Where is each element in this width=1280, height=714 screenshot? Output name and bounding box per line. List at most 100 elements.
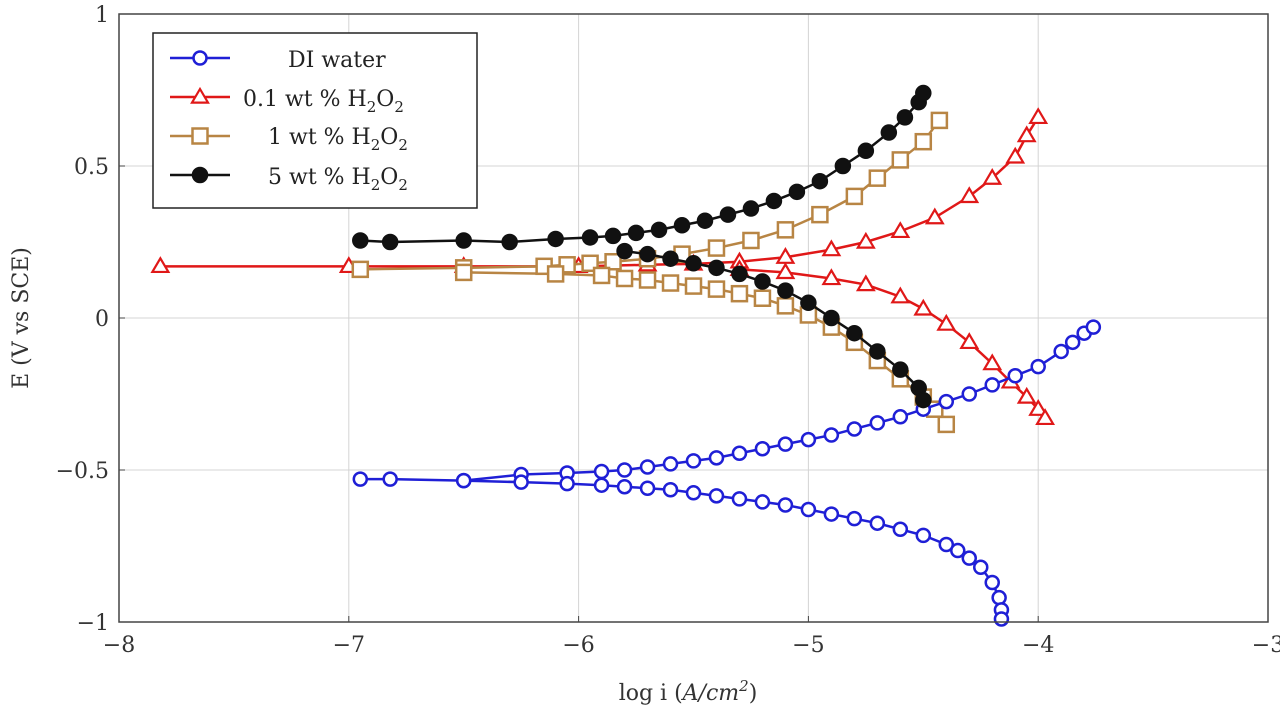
y-tick-label: −1 (77, 611, 109, 636)
data-point (501, 233, 518, 251)
data-point (559, 475, 575, 492)
data-point (639, 459, 656, 475)
data-point (708, 450, 725, 466)
data-point (1005, 146, 1026, 164)
data-point (742, 200, 760, 217)
data-point (351, 260, 370, 279)
data-point (890, 221, 911, 239)
data-point (382, 471, 398, 487)
data-point (776, 297, 795, 315)
data-point (821, 268, 842, 286)
data-point (352, 471, 369, 487)
data-point (1016, 386, 1037, 404)
data-point (627, 224, 645, 242)
data-point (961, 386, 978, 402)
data-point (708, 259, 725, 277)
legend-marker (191, 166, 209, 184)
data-point (823, 309, 840, 327)
series-0 (352, 319, 1102, 627)
y-tick-label: 0 (95, 307, 109, 332)
data-point (869, 515, 886, 531)
data-point (915, 84, 932, 102)
data-point (662, 250, 679, 267)
data-point (892, 521, 909, 538)
data-point (616, 462, 633, 478)
x-tick-label: −4 (1022, 633, 1054, 658)
data-point (788, 183, 806, 201)
data-point (777, 282, 794, 299)
data-point (982, 167, 1003, 185)
data-point (869, 415, 886, 431)
x-axis-title: log i (A/cm2) (619, 677, 758, 706)
x-tick-label: −8 (103, 633, 135, 658)
data-point (661, 274, 680, 292)
data-point (800, 501, 817, 518)
data-point (982, 353, 1003, 371)
data-point (880, 124, 898, 141)
x-tick-label: −7 (333, 633, 365, 658)
data-point (754, 494, 771, 510)
data-point (938, 393, 955, 410)
data-point (800, 294, 817, 312)
data-point (868, 169, 887, 187)
data-point (890, 286, 911, 304)
data-point (707, 280, 726, 298)
y-tick-label: −0.5 (56, 459, 109, 484)
data-point (924, 207, 945, 225)
data-point (593, 477, 610, 493)
data-point (731, 445, 748, 462)
data-point (823, 506, 840, 522)
data-point (1007, 368, 1023, 384)
data-point (984, 574, 1000, 591)
data-point (776, 221, 795, 239)
legend-marker (192, 50, 208, 66)
data-point (961, 550, 978, 566)
data-point (719, 206, 737, 223)
data-point (615, 269, 634, 288)
legend-label-5-wt-h2o2: 5 wt % H2O2 (268, 165, 408, 194)
data-point (581, 229, 599, 246)
data-point (1085, 319, 1102, 335)
data-point (896, 109, 914, 126)
data-point (959, 186, 980, 204)
y-tick-label: 1 (95, 3, 109, 28)
data-point (765, 192, 783, 210)
data-point (616, 242, 633, 260)
data-point (1064, 334, 1081, 351)
data-point (454, 263, 473, 282)
data-point (915, 391, 932, 409)
x-tick-label: −5 (792, 633, 824, 658)
y-axis-title: E (V vs SCE) (9, 247, 34, 389)
data-point (775, 262, 796, 280)
data-point (1016, 125, 1037, 143)
data-point (991, 589, 1007, 606)
tick-layer: −8 −7 −6 −5 −4 −3 −1 −0.5 0 0.5 1 (56, 3, 1280, 658)
data-point (685, 485, 702, 501)
legend-markers (170, 50, 230, 184)
data-point (1035, 408, 1056, 426)
data-point (959, 332, 980, 350)
data-point (753, 289, 772, 307)
data-point (915, 527, 932, 544)
data-point (696, 212, 714, 229)
data-point (892, 361, 909, 378)
data-point (673, 217, 691, 234)
legend: DI water 0.1 wt % H2O2 1 wt % H2O2 5 wt … (152, 32, 478, 209)
data-point (547, 230, 564, 248)
data-point (846, 324, 863, 342)
data-point (638, 271, 657, 289)
data-point (742, 231, 760, 250)
series-line (360, 326, 1095, 482)
data-point (731, 265, 748, 283)
data-point (604, 227, 622, 245)
y-tick-label: 0.5 (74, 155, 109, 180)
legend-marker (191, 127, 209, 145)
data-point (754, 440, 771, 457)
data-point (730, 284, 749, 303)
data-point (592, 266, 611, 285)
data-point (616, 478, 633, 495)
data-point (811, 172, 829, 190)
data-point (381, 233, 399, 251)
series-layer (150, 84, 1102, 627)
